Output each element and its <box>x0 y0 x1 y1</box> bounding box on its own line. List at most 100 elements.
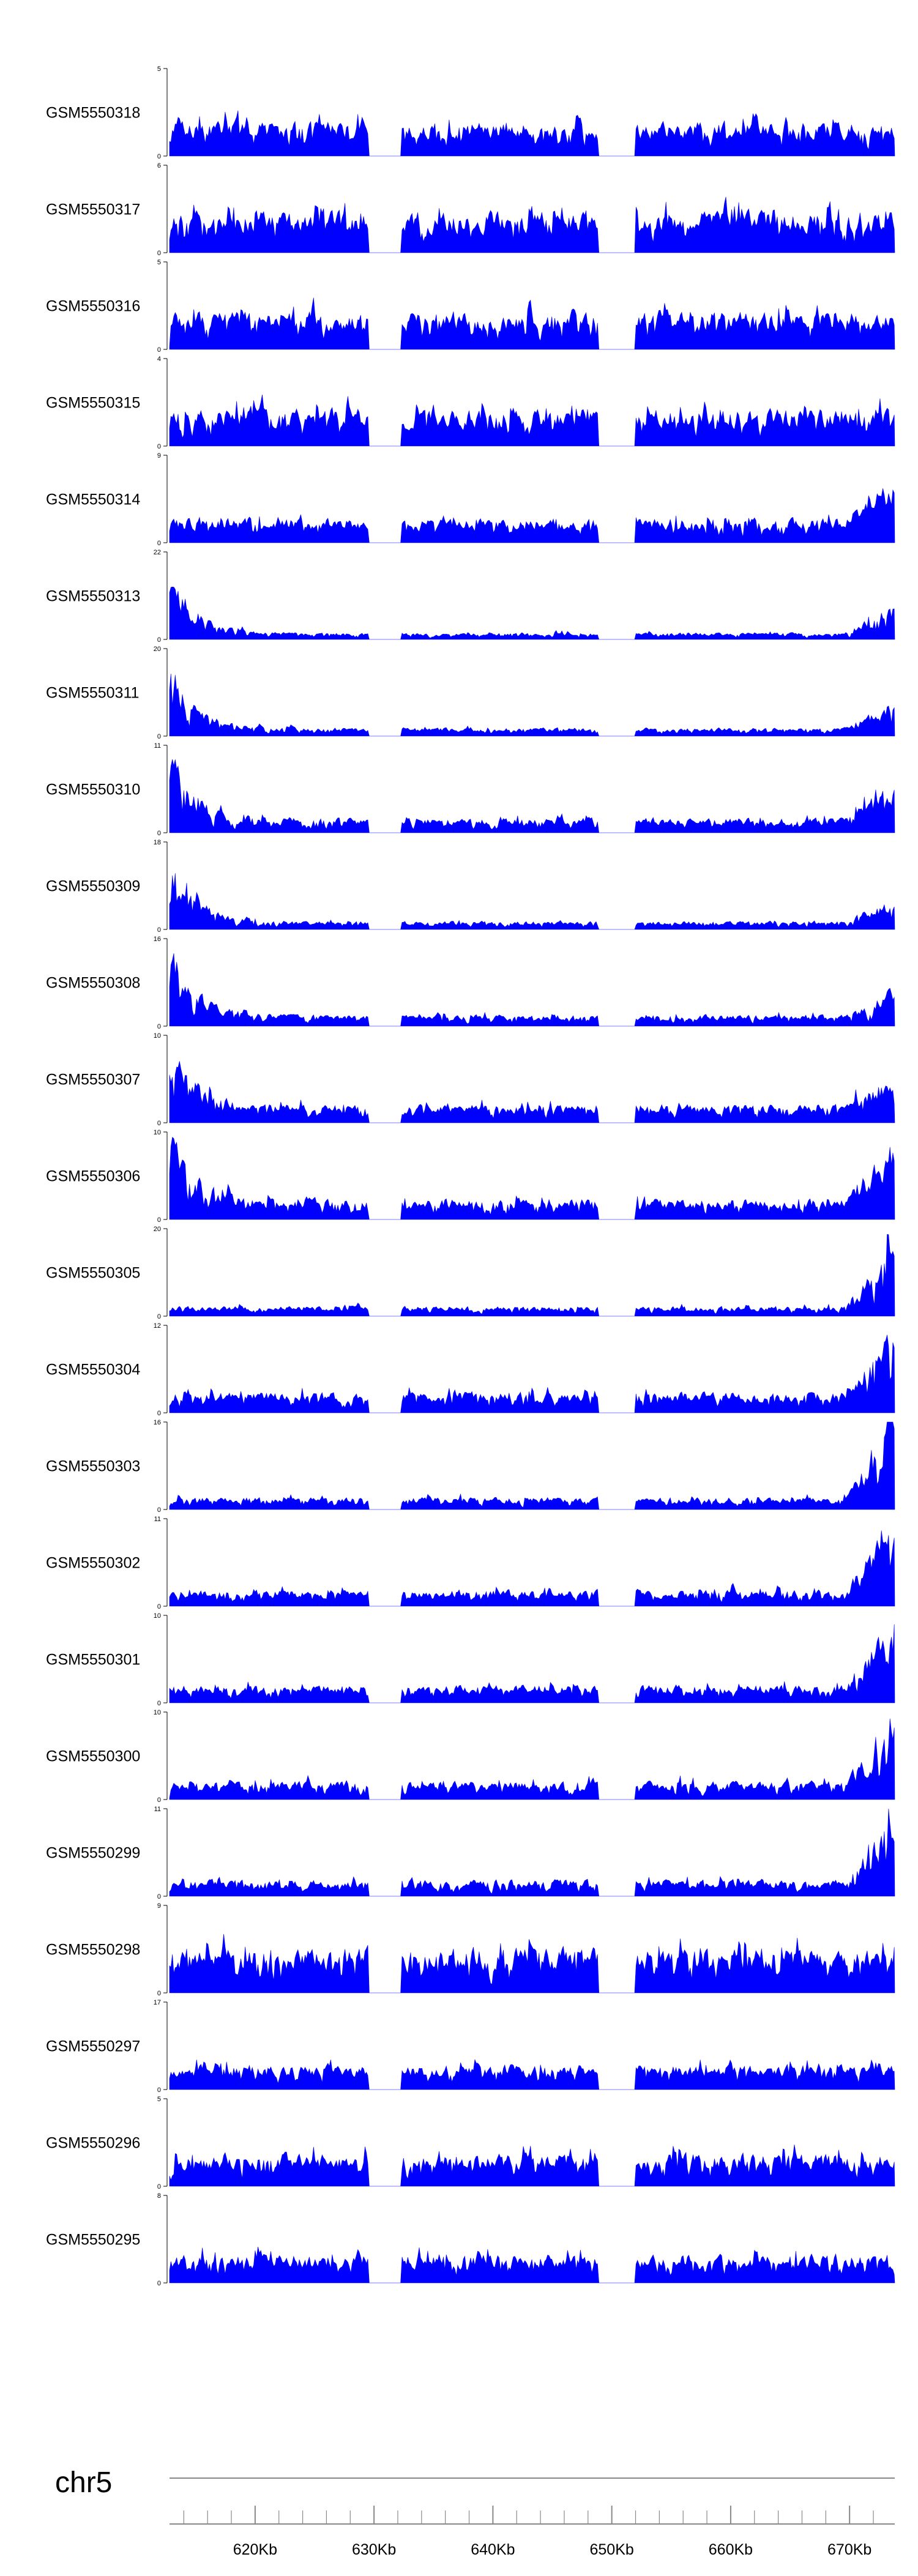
track-GSM5550314: GSM5550314 9 0 <box>46 452 895 547</box>
track-GSM5550296: GSM5550296 5 0 <box>46 2096 895 2191</box>
track-ymax-label: 5 <box>157 2096 161 2103</box>
track-GSM5550309: GSM5550309 18 0 <box>46 839 895 934</box>
coverage-area <box>169 1234 895 1317</box>
track-ymin-label: 0 <box>157 1216 161 1224</box>
track-label: GSM5550303 <box>46 1458 140 1475</box>
track-label: GSM5550316 <box>46 298 140 315</box>
track-ymax-label: 4 <box>157 356 161 363</box>
track-ymin-label: 0 <box>157 346 161 354</box>
track-GSM5550317: GSM5550317 6 0 <box>46 162 895 257</box>
track-ymax-label: 20 <box>154 1226 161 1233</box>
coverage-area <box>169 1624 895 1703</box>
track-GSM5550298: GSM5550298 9 0 <box>46 1902 895 1997</box>
track-GSM5550297: GSM5550297 17 0 <box>46 1999 895 2094</box>
track-ymax-label: 11 <box>154 1516 161 1523</box>
track-GSM5550310: GSM5550310 11 0 <box>46 742 895 837</box>
coverage-area <box>169 759 895 833</box>
coverage-area <box>169 297 895 350</box>
track-label: GSM5550305 <box>46 1265 140 1282</box>
coverage-area <box>169 586 895 640</box>
track-label: GSM5550314 <box>46 491 140 508</box>
track-GSM5550306: GSM5550306 10 0 <box>46 1129 895 1224</box>
track-label: GSM5550298 <box>46 1941 140 1959</box>
track-GSM5550313: GSM5550313 22 0 <box>46 549 895 644</box>
track-GSM5550303: GSM5550303 16 0 <box>46 1419 895 1514</box>
track-GSM5550307: GSM5550307 10 0 <box>46 1032 895 1127</box>
track-ymin-label: 0 <box>157 1313 161 1320</box>
track-label: GSM5550300 <box>46 1748 140 1765</box>
coverage-area <box>169 196 895 253</box>
coverage-area <box>169 1061 895 1123</box>
track-label: GSM5550317 <box>46 201 140 218</box>
coverage-area <box>169 2144 895 2187</box>
track-ymin-label: 0 <box>157 1990 161 1997</box>
track-ymin-label: 0 <box>157 926 161 934</box>
track-GSM5550318: GSM5550318 5 0 <box>46 65 895 160</box>
track-ymax-label: 16 <box>154 936 161 943</box>
track-label: GSM5550301 <box>46 1651 140 1669</box>
track-label: GSM5550315 <box>46 395 140 412</box>
track-ymin-label: 0 <box>157 830 161 837</box>
coverage-area <box>169 1934 895 1993</box>
track-ymax-label: 11 <box>154 1806 161 1813</box>
track-label: GSM5550306 <box>46 1168 140 1185</box>
track-label: GSM5550296 <box>46 2135 140 2152</box>
track-ymin-label: 0 <box>157 1023 161 1030</box>
track-ymin-label: 0 <box>157 443 161 450</box>
coverage-area <box>169 1808 895 1897</box>
coverage-area <box>169 488 895 543</box>
track-label: GSM5550299 <box>46 1845 140 1862</box>
track-ymax-label: 8 <box>157 2192 161 2200</box>
track-ymin-label: 0 <box>157 1893 161 1900</box>
track-GSM5550316: GSM5550316 5 0 <box>46 259 895 354</box>
track-ymax-label: 5 <box>157 259 161 266</box>
track-ymin-label: 0 <box>157 1410 161 1417</box>
track-ymax-label: 10 <box>154 1709 161 1716</box>
track-label: GSM5550310 <box>46 781 140 798</box>
track-ymin-label: 0 <box>157 540 161 547</box>
coverage-area <box>169 1136 895 1220</box>
axis-tick-label: 650Kb <box>590 2541 634 2558</box>
track-ymax-label: 20 <box>154 646 161 653</box>
track-ymin-label: 0 <box>157 250 161 257</box>
track-label: GSM5550297 <box>46 2038 140 2055</box>
track-GSM5550295: GSM5550295 8 0 <box>46 2192 895 2287</box>
coverage-area <box>169 674 895 737</box>
chromosome-label: chr5 <box>55 2466 112 2499</box>
coverage-area <box>169 1421 895 1510</box>
coverage-area <box>169 2059 895 2090</box>
track-ymin-label: 0 <box>157 1700 161 1707</box>
track-GSM5550299: GSM5550299 11 0 <box>46 1806 895 1900</box>
track-ymin-label: 0 <box>157 153 161 160</box>
track-GSM5550304: GSM5550304 12 0 <box>46 1322 895 1417</box>
track-ymax-label: 9 <box>157 1902 161 1910</box>
track-ymin-label: 0 <box>157 636 161 644</box>
track-label: GSM5550309 <box>46 878 140 895</box>
track-label: GSM5550311 <box>46 685 139 702</box>
track-GSM5550311: GSM5550311 20 0 <box>46 646 895 740</box>
coverage-area <box>169 110 895 157</box>
track-ymin-label: 0 <box>157 1796 161 1804</box>
track-label: GSM5550318 <box>46 105 140 122</box>
track-GSM5550315: GSM5550315 4 0 <box>46 356 895 450</box>
tracks-layer: GSM555031850GSM555031760GSM555031650GSM5… <box>46 65 895 2287</box>
track-label: GSM5550302 <box>46 1555 140 1572</box>
genome-axis: chr5 620Kb 630Kb 640Kb 650Kb 660Kb 670Kb <box>55 2466 895 2558</box>
track-ymin-label: 0 <box>157 1603 161 1610</box>
track-ymin-label: 0 <box>157 2086 161 2094</box>
track-ymax-label: 18 <box>154 839 161 846</box>
track-ymax-label: 10 <box>154 1032 161 1040</box>
track-ymin-label: 0 <box>157 1120 161 1127</box>
track-label: GSM5550304 <box>46 1361 140 1379</box>
track-ymax-label: 22 <box>154 549 161 556</box>
coverage-area <box>169 873 895 930</box>
axis-tick-label: 670Kb <box>827 2541 871 2558</box>
track-ymax-label: 11 <box>154 742 161 750</box>
track-ymax-label: 16 <box>154 1419 161 1426</box>
track-GSM5550308: GSM5550308 16 0 <box>46 936 895 1030</box>
track-ymin-label: 0 <box>157 2183 161 2191</box>
track-ymax-label: 9 <box>157 452 161 460</box>
track-label: GSM5550307 <box>46 1071 140 1089</box>
coverage-area <box>169 953 895 1027</box>
